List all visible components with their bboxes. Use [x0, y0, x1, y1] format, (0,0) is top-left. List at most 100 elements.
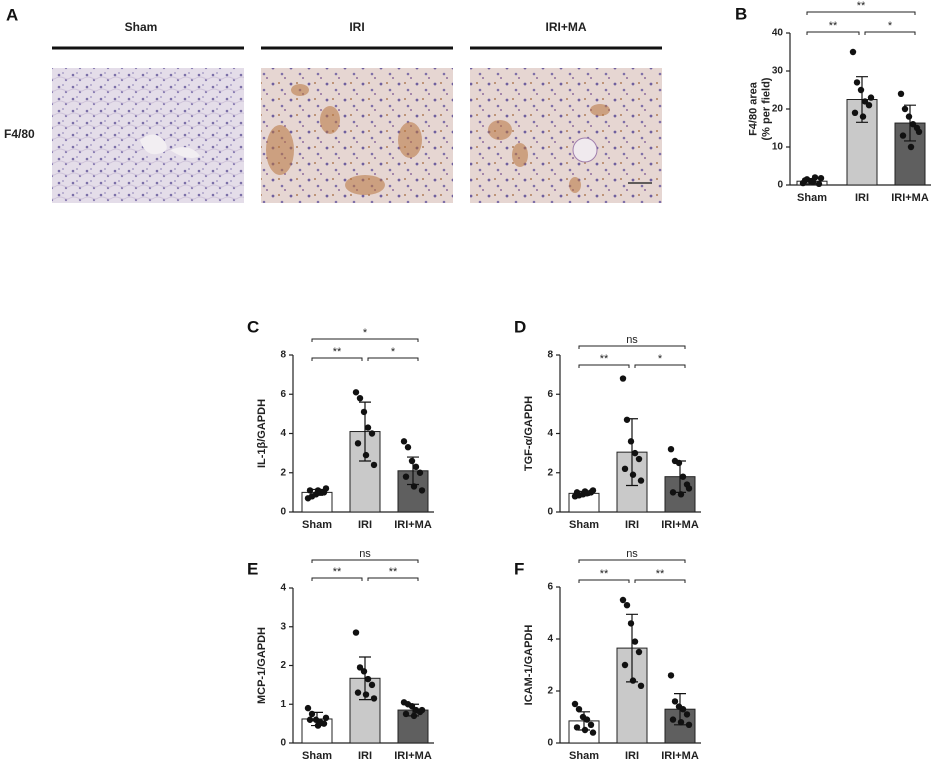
y-tick-label: 8	[547, 350, 553, 361]
data-point	[667, 672, 675, 679]
data-point	[623, 416, 631, 423]
data-point	[360, 408, 368, 416]
histology-panels: Sham IRI IRI+MA	[52, 20, 662, 203]
significance-bracket	[367, 357, 419, 361]
y-axis-title: TGF-α/GAPDH	[523, 396, 535, 471]
lumen	[140, 134, 200, 158]
error-bar	[806, 177, 818, 185]
data-point	[370, 695, 378, 702]
data-point	[897, 90, 905, 98]
data-point	[627, 438, 635, 445]
error-bar	[311, 488, 323, 496]
y-tick-label: 40	[772, 28, 784, 39]
y-axis-title: IL-1β/GAPDH	[256, 399, 268, 468]
data-point	[587, 721, 595, 728]
x-tick-label: Sham	[302, 750, 332, 762]
x-tick-label: IRI	[358, 519, 372, 531]
data-point	[352, 389, 360, 396]
data-point	[861, 98, 869, 105]
data-point	[589, 487, 597, 494]
y-tick-label: 4	[547, 428, 553, 439]
data-point	[815, 180, 823, 188]
y-tick-label: 1	[280, 699, 286, 710]
data-point	[368, 681, 376, 689]
data-point	[909, 121, 917, 128]
x-tick-label: Sham	[797, 192, 827, 204]
significance-label: *	[363, 327, 368, 339]
data-point	[637, 682, 645, 689]
data-point	[356, 664, 364, 671]
significance-label: *	[391, 346, 396, 358]
x-tick-label: IRI+MA	[394, 750, 432, 762]
data-point	[589, 729, 597, 736]
data-point	[370, 461, 378, 469]
data-point	[679, 706, 687, 713]
x-tick-label: IRI+MA	[661, 519, 699, 531]
error-bar	[626, 613, 638, 683]
y-tick-label: 3	[280, 621, 286, 632]
significance-bracket	[367, 577, 419, 581]
x-tick-label: Sham	[302, 519, 332, 531]
error-bar	[311, 711, 323, 727]
y-tick-label: 30	[772, 66, 784, 77]
data-point	[905, 113, 913, 120]
data-point	[304, 704, 312, 712]
data-point	[899, 132, 907, 139]
significance-label: **	[857, 0, 866, 12]
data-point	[418, 706, 426, 714]
data-point	[402, 473, 410, 480]
data-point	[573, 724, 581, 731]
error-bar	[578, 711, 590, 731]
data-point	[619, 375, 627, 382]
column-label: Sham	[125, 20, 158, 34]
significance-bracket	[311, 357, 363, 361]
y-tick-label: 6	[280, 389, 286, 400]
data-point	[629, 677, 637, 684]
significance-label: **	[600, 353, 609, 365]
data-point	[859, 113, 867, 120]
data-point	[685, 721, 693, 728]
x-tick-label: IRI+MA	[661, 750, 699, 762]
significance-bracket	[578, 364, 630, 368]
data-point	[362, 691, 370, 698]
y-tick-label: 2	[280, 467, 286, 478]
data-point	[901, 105, 909, 113]
data-point	[306, 487, 314, 494]
significance-bracket	[311, 559, 419, 563]
data-point	[683, 711, 691, 718]
data-point	[418, 487, 426, 494]
significance-label: ns	[359, 548, 371, 560]
panel-letter: E	[247, 559, 258, 578]
data-point	[667, 446, 675, 453]
y-tick-label: 6	[547, 389, 553, 400]
y-tick-label: 0	[280, 507, 286, 518]
data-point	[404, 444, 412, 451]
y-tick-label: 20	[772, 104, 784, 115]
data-point	[817, 174, 825, 182]
y-tick-label: 0	[547, 738, 553, 749]
y-axis-title: (% per field)	[760, 77, 772, 140]
data-point	[851, 109, 859, 117]
data-point	[631, 638, 639, 645]
data-point	[857, 86, 865, 94]
bar-chart: F 0 2 4 6 ICAM-1/GAPDH Sham IRI IRI+MA ** ** ns	[514, 548, 701, 762]
error-bar	[578, 490, 590, 496]
data-point	[306, 716, 314, 723]
error-bar	[626, 418, 638, 487]
data-point	[583, 716, 591, 723]
x-tick-label: Sham	[569, 519, 599, 531]
significance-label: **	[829, 20, 838, 32]
data-point	[354, 689, 362, 696]
bar-chart: B 0 10 20 30 40 F4/80 area (% per field) Sham IRI…	[735, 0, 931, 204]
panel-letter: C	[247, 317, 259, 336]
data-point	[907, 143, 915, 151]
data-point	[669, 489, 677, 496]
panel-letter: D	[514, 317, 526, 336]
data-point	[635, 648, 643, 656]
significance-label: **	[656, 568, 665, 580]
stain	[266, 84, 422, 195]
data-point	[669, 716, 677, 723]
data-point	[322, 485, 330, 492]
x-tick-label: IRI	[625, 750, 639, 762]
